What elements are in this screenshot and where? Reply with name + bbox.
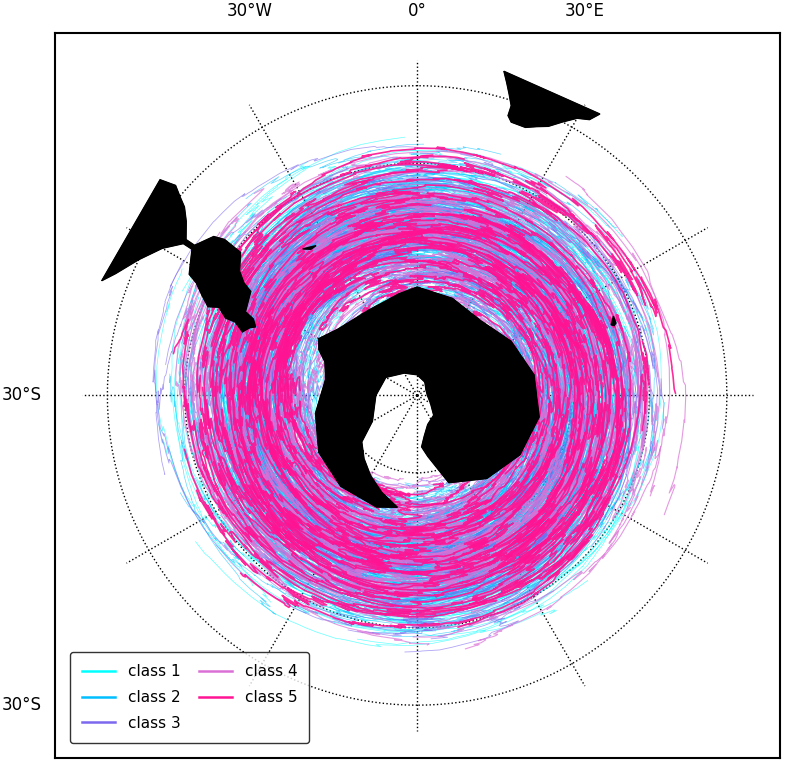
Polygon shape — [302, 245, 316, 249]
Text: 30°W: 30°W — [226, 2, 272, 20]
Text: 0°: 0° — [408, 2, 426, 20]
Polygon shape — [102, 180, 255, 332]
Text: 30°E: 30°E — [565, 2, 605, 20]
Polygon shape — [315, 287, 539, 507]
Text: 30°S: 30°S — [2, 386, 42, 405]
Legend: class 1, class 2, class 3, class 4, class 5: class 1, class 2, class 3, class 4, clas… — [70, 652, 310, 743]
Polygon shape — [611, 316, 616, 325]
Polygon shape — [504, 72, 600, 127]
Text: 30°S: 30°S — [2, 696, 42, 714]
